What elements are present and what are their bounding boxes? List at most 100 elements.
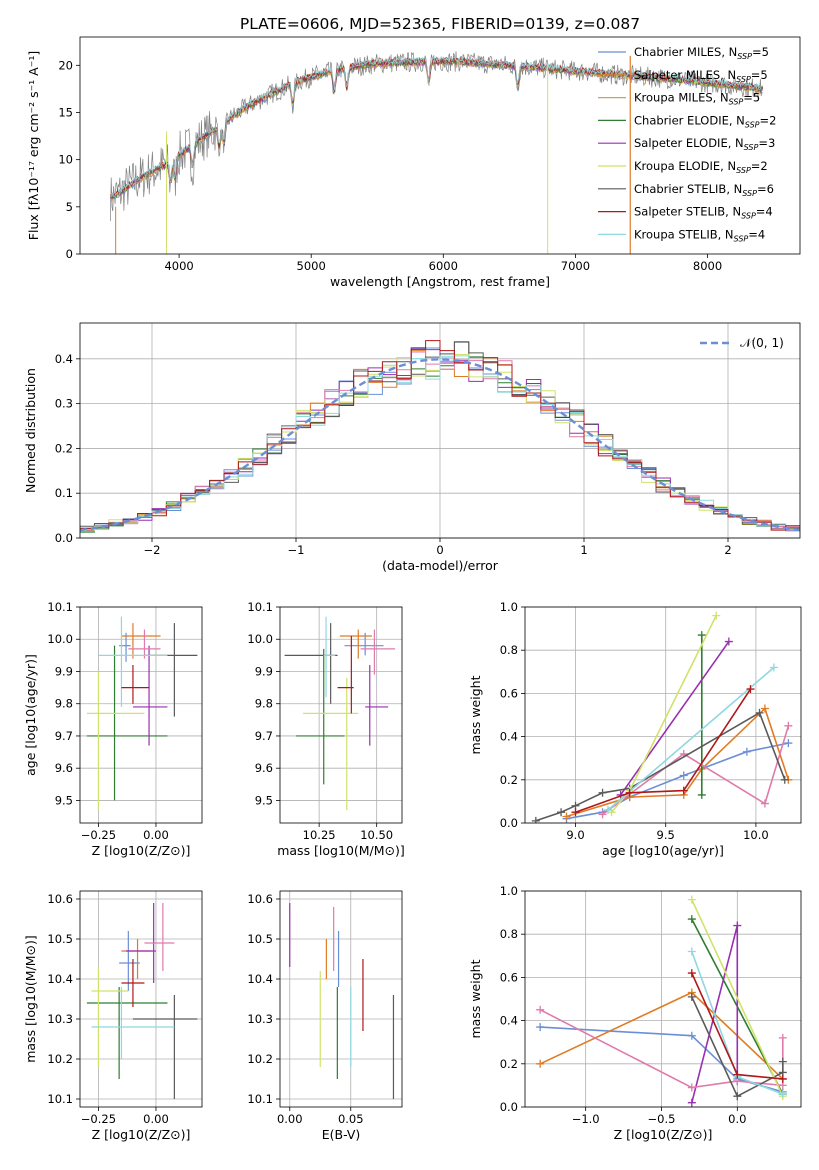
weight-point [742, 747, 751, 756]
x-axis-label: age [log10(age/yr)] [602, 843, 724, 858]
weight-point [687, 1031, 696, 1040]
y-tick-label: 10.0 [247, 632, 273, 646]
x-tick-label: 10.50 [360, 828, 393, 842]
y-tick-label: 10.2 [47, 1052, 73, 1066]
weight-point [733, 921, 742, 930]
plot-area [289, 903, 395, 1099]
legend-label-sub: SSP [736, 75, 751, 84]
plot-area [80, 340, 800, 533]
y-tick-label: 5 [66, 200, 73, 214]
panel-mass_vs_ebv: 0.00 0.05 10.1 10.2 10.3 10.4 10.5 10.6 E(B-V) [247, 890, 403, 1142]
y-tick-label: 15 [58, 105, 73, 119]
y-tick-label: 20 [58, 58, 73, 72]
y-tick-label: 0.8 [500, 927, 518, 941]
y-tick-label: 0.0 [55, 531, 73, 545]
y-tick-label: 10.0 [47, 632, 73, 646]
weight-point [784, 739, 793, 748]
x-tick-label: 0.0 [728, 1112, 746, 1126]
legend-label-sub: SSP [741, 212, 756, 221]
x-tick-label: −2 [144, 543, 161, 557]
plot-area [86, 903, 198, 1099]
weight-point [784, 721, 793, 730]
y-tick-label: 10.3 [247, 1012, 273, 1026]
legend-label: Kroupa STELIB, NSSP=4 [634, 227, 765, 243]
weight-point [733, 1092, 742, 1101]
legend-label-tail: =5 [743, 91, 760, 105]
legend-label-tail: =4 [748, 227, 765, 241]
x-tick-label: 6000 [429, 259, 458, 273]
weight-point [679, 771, 688, 780]
y-axis-label: mass [log10(M/M⊙)] [23, 935, 38, 1063]
plot-area [531, 611, 793, 823]
legend-label-sub: SSP [744, 143, 759, 152]
x-tick-label: 5000 [297, 259, 326, 273]
y-tick-label: 9.5 [255, 793, 273, 807]
y-tick-label: 9.9 [255, 664, 273, 678]
x-axis-label: E(B-V) [322, 1127, 361, 1142]
y-tick-label: 10.1 [247, 1092, 273, 1106]
axes-frame [79, 322, 801, 539]
y-tick-label: 9.6 [55, 761, 73, 775]
weight-point [697, 631, 706, 640]
x-tick-label: −1.0 [572, 1112, 600, 1126]
y-tick-label: 10.5 [247, 932, 273, 946]
weight-point [531, 816, 540, 823]
x-tick-label: 0.00 [277, 1112, 303, 1126]
weight-point [679, 786, 688, 795]
x-tick-label: −1 [288, 543, 305, 557]
weight-point [557, 808, 566, 817]
x-tick-label: 4000 [164, 259, 193, 273]
weight-point [536, 1005, 545, 1014]
legend-label-main: Kroupa MILES, N [634, 91, 729, 105]
y-tick-label: 0.1 [55, 486, 73, 500]
weight-point [760, 704, 769, 713]
panel-weight_vs_age: 9.0 9.5 10.0 0.0 0.2 0.4 0.6 0.8 1.0 age [log10(a… [468, 600, 802, 858]
legend: Chabrier MILES, NSSP=5 Salpeter MILES, NS… [598, 45, 776, 243]
y-axis-label: Flux [fλ10⁻¹⁷ erg cm⁻² s⁻¹ A⁻¹] [26, 51, 41, 240]
legend: 𝒩(0, 1) [700, 336, 784, 350]
panel-residuals: −2 −1 0 1 2 0.0 0.1 0.2 0.3 0.4 𝒩(0, 1) (data-model… [23, 322, 801, 573]
weight-point [687, 1083, 696, 1092]
model-spectrum-line [110, 55, 763, 197]
y-tick-label: 10.5 [47, 932, 73, 946]
y-tick-label: 10 [58, 153, 73, 167]
plot-area [110, 51, 764, 254]
y-tick-label: 0.6 [500, 970, 518, 984]
legend-label: Salpeter ELODIE, NSSP=3 [634, 136, 775, 152]
x-axis-label: wavelength [Angstrom, rest frame] [330, 274, 550, 289]
legend-label-sub: SSP [734, 234, 749, 243]
x-axis-label: Z [log10(Z/Z⊙)] [92, 843, 191, 858]
y-tick-label: 0.2 [500, 1057, 518, 1071]
legend-label-sub: SSP [742, 189, 757, 198]
weight-line [566, 742, 789, 820]
x-tick-label: 0.00 [143, 828, 169, 842]
y-tick-label: 1.0 [500, 884, 518, 898]
weight-point [778, 1057, 787, 1066]
weight-point [598, 788, 607, 797]
weight-point [571, 808, 580, 817]
residual-histogram [80, 341, 800, 529]
normal-curve [80, 358, 800, 532]
legend-label: Chabrier ELODIE, NSSP=2 [634, 113, 776, 129]
y-tick-label: 10.2 [247, 1052, 273, 1066]
legend-label: Kroupa MILES, NSSP=5 [634, 91, 760, 107]
x-tick-label: 8000 [693, 259, 722, 273]
y-tick-label: 9.8 [255, 697, 273, 711]
y-tick-label: 1.0 [500, 600, 518, 614]
legend-label-sub: SSP [737, 52, 752, 61]
y-axis-label: Normed distribution [23, 368, 38, 493]
legend-label-tail: =4 [756, 205, 773, 219]
x-tick-label: 10.25 [303, 828, 336, 842]
legend-label: Salpeter MILES, NSSP=5 [634, 68, 768, 84]
x-tick-label: 9.5 [657, 828, 675, 842]
y-tick-label: 10.6 [47, 892, 73, 906]
legend-label-tail: =5 [751, 68, 768, 82]
legend-label: Chabrier MILES, NSSP=5 [634, 45, 769, 61]
weight-line [691, 996, 784, 1098]
y-tick-label: 0.2 [500, 773, 518, 787]
y-axis-label: age [log10(age/yr)] [23, 654, 38, 776]
plot-area [86, 616, 198, 811]
weight-point [598, 810, 607, 819]
